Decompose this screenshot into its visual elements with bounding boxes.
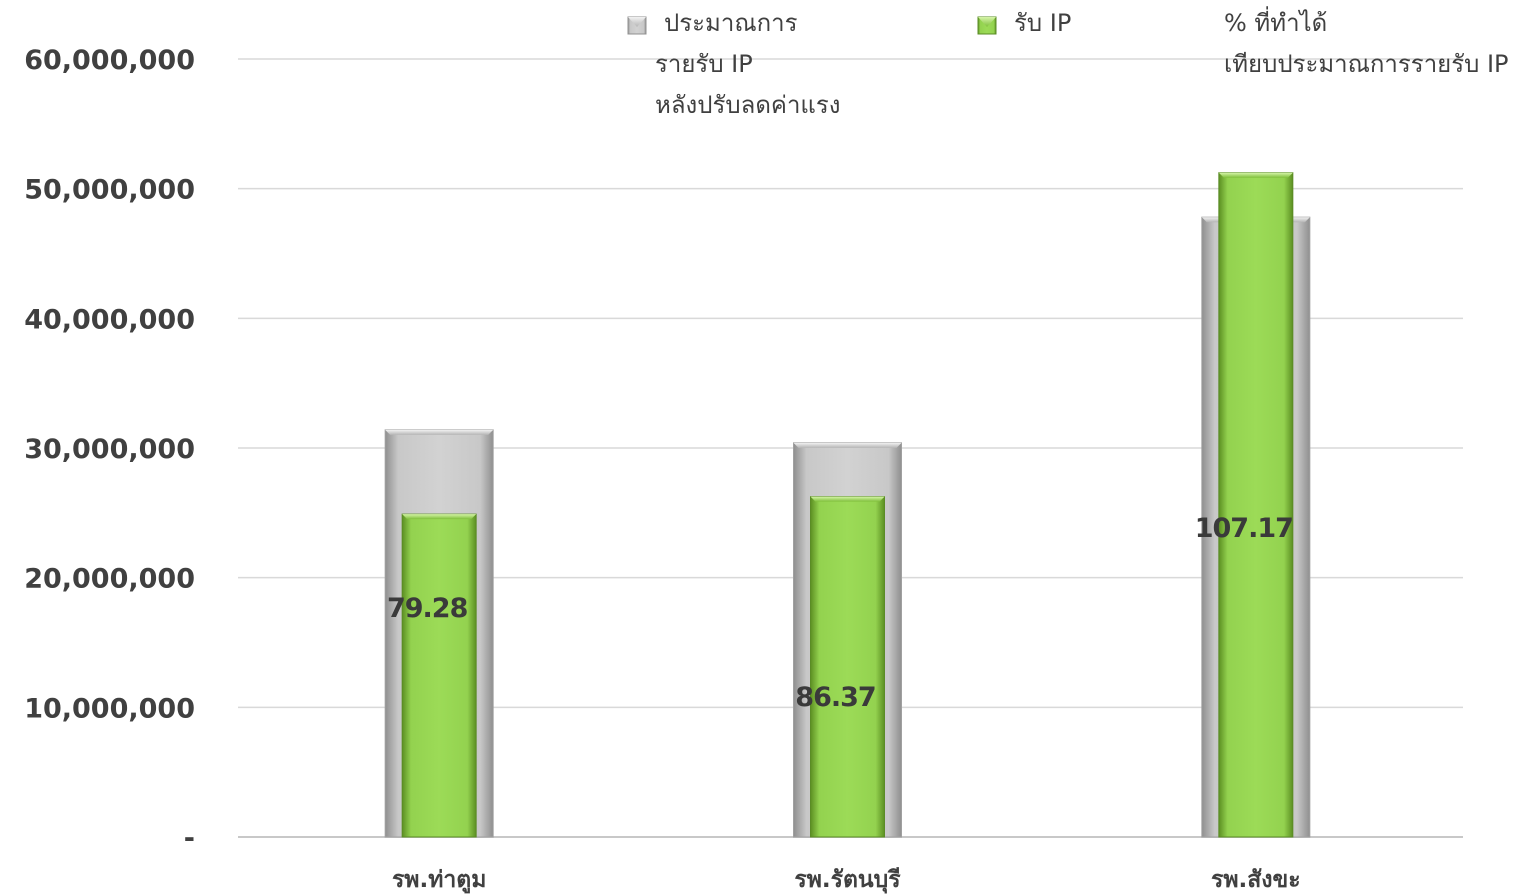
bar-ip-received xyxy=(401,513,477,838)
legend-swatch-top xyxy=(628,17,646,27)
percent-label: 107.17 xyxy=(1195,513,1293,544)
legend-label: ประมาณการ xyxy=(664,9,798,37)
bar-estimate-top xyxy=(793,442,902,448)
y-tick-label: - xyxy=(184,823,195,854)
x-tick-label: รพ.ท่าตูม xyxy=(392,867,486,894)
legend-label: % ที่ทำได้ xyxy=(1224,6,1327,37)
bar-estimate-top xyxy=(385,429,494,435)
legend-label: หลังปรับลดค่าแรง xyxy=(655,91,841,119)
y-tick-label: 20,000,000 xyxy=(24,564,195,595)
bar-ip-received-top xyxy=(1218,172,1293,178)
x-tick-label: รพ.รัตนบุรี xyxy=(794,867,901,894)
bar-ip-received-top xyxy=(402,514,477,520)
legend-label: รายรับ IP xyxy=(655,50,753,78)
y-tick-label: 40,000,000 xyxy=(24,304,195,335)
legend-label: เทียบประมาณการรายรับ IP xyxy=(1224,50,1509,78)
x-tick-label: รพ.สังขะ xyxy=(1211,867,1301,893)
bar-ip-received xyxy=(1218,172,1294,838)
legend-label: รับ IP xyxy=(1014,9,1071,37)
y-tick-label: 10,000,000 xyxy=(24,693,195,724)
legend-swatch-top xyxy=(978,17,996,27)
y-tick-label: 50,000,000 xyxy=(24,175,195,206)
bar-ip-received xyxy=(810,496,885,838)
y-tick-label: 60,000,000 xyxy=(24,45,195,76)
percent-label: 79.28 xyxy=(387,593,468,624)
percent-label: 86.37 xyxy=(795,682,875,713)
bar-ip-received-top xyxy=(810,496,885,502)
y-tick-label: 30,000,000 xyxy=(24,434,195,465)
